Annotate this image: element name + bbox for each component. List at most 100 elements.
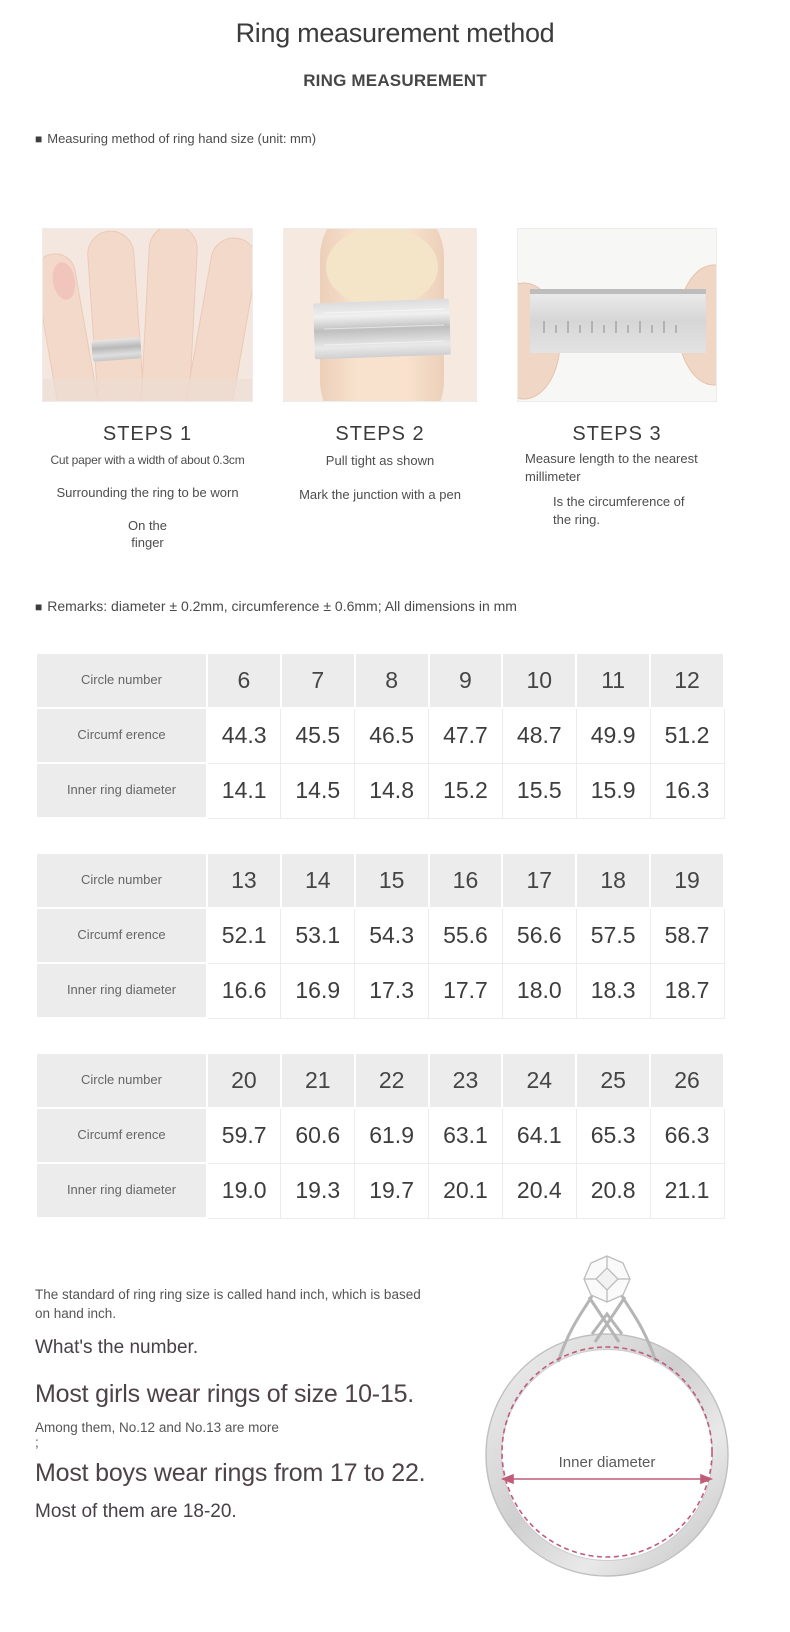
ring-prongs xyxy=(556,1295,658,1363)
inner-diameter-cell: 17.7 xyxy=(428,962,503,1019)
inner-diameter-arrow xyxy=(500,1473,714,1485)
circumference-cell: 56.6 xyxy=(501,907,577,964)
inner-diameter-cell: 14.5 xyxy=(280,762,356,819)
girls-size-note: Most girls wear rings of size 10-15. xyxy=(35,1379,415,1408)
step-2-title: STEPS 2 xyxy=(335,423,425,445)
row-label-cell: Circumf erence xyxy=(35,907,208,964)
standard-note: The standard of ring ring size is called… xyxy=(35,1287,421,1321)
circumference-cell: 63.1 xyxy=(428,1107,503,1164)
circumference-cell: 46.5 xyxy=(354,707,430,764)
size-table-row: Circumf erence 59.7 60.6 61.9 63.1 64.1 65.3 66… xyxy=(35,1107,725,1164)
ring-size-table-1: Circle number 6 7 8 9 10 11 12 Circumf erence 44.… xyxy=(35,652,725,819)
inner-diameter-label: Inner diameter xyxy=(559,1454,656,1471)
inner-diameter-cell: 14.1 xyxy=(206,762,282,819)
circle-number-cell: 18 xyxy=(575,852,652,909)
step-1-line-2: Surrounding the ring to be worn xyxy=(56,485,239,501)
inner-diameter-cell: 19.7 xyxy=(354,1162,430,1219)
circle-number-cell: 12 xyxy=(649,652,725,709)
size-table-row: Circumf erence 44.3 45.5 46.5 47.7 48.7 49.9 51… xyxy=(35,707,725,764)
inner-diameter-cell: 14.8 xyxy=(354,762,430,819)
inner-diameter-cell: 19.0 xyxy=(206,1162,282,1219)
inner-diameter-cell: 15.9 xyxy=(575,762,651,819)
inner-diameter-cell: 15.2 xyxy=(428,762,503,819)
boys-size-note: Most boys wear rings from 17 to 22. xyxy=(35,1458,426,1487)
step-1-line-3: On the finger xyxy=(127,517,168,551)
inner-diameter-dashed-circle xyxy=(501,1346,713,1558)
size-table-row: Inner ring diameter 19.0 19.3 19.7 20.1 20.4 2… xyxy=(35,1162,725,1219)
circle-number-cell: 10 xyxy=(501,652,578,709)
size-table-row: Inner ring diameter 14.1 14.5 14.8 15.2 15.5 1… xyxy=(35,762,725,819)
inner-diameter-cell: 18.3 xyxy=(575,962,651,1019)
circumference-cell: 58.7 xyxy=(649,907,725,964)
size-table-row: Circle number 13 14 15 16 17 18 19 xyxy=(35,852,725,909)
inner-diameter-cell: 20.8 xyxy=(575,1162,651,1219)
circle-number-cell: 11 xyxy=(575,652,652,709)
square-bullet-icon: ■ xyxy=(35,132,43,146)
measuring-strip-illustration xyxy=(518,229,716,401)
circle-number-cell: 22 xyxy=(353,1052,430,1109)
step-2-column: STEPS 2 Pull tight as shown Mark the jun… xyxy=(283,228,477,503)
circumference-cell: 57.5 xyxy=(575,907,651,964)
row-label-cell: Circumf erence xyxy=(35,1107,208,1164)
circumference-cell: 60.6 xyxy=(280,1107,356,1164)
step-1-column: STEPS 1 Cut paper with a width of about … xyxy=(42,228,253,552)
ring-band xyxy=(486,1334,728,1576)
step-3-column: STEPS 3 Measure length to the nearest mi… xyxy=(517,228,717,528)
size-table-row: Circle number 20 21 22 23 24 25 26 xyxy=(35,1052,725,1109)
circle-number-cell: 16 xyxy=(427,852,504,909)
step-3-line-1: Measure length to the nearest millimeter xyxy=(525,451,698,484)
inner-diameter-cell: 20.1 xyxy=(428,1162,503,1219)
step-1-photo xyxy=(42,228,253,402)
ring-size-table-2: Circle number 13 14 15 16 17 18 19 Circumf erenc… xyxy=(35,852,725,1019)
step-3-line-2: Is the circumference of the ring. xyxy=(553,494,685,527)
circumference-cell: 66.3 xyxy=(649,1107,725,1164)
circumference-cell: 51.2 xyxy=(649,707,725,764)
row-label-cell: Circle number xyxy=(35,652,208,709)
row-label-cell: Circle number xyxy=(35,1052,208,1109)
circle-number-cell: 26 xyxy=(649,1052,725,1109)
circle-number-cell: 7 xyxy=(279,652,356,709)
circumference-cell: 65.3 xyxy=(575,1107,651,1164)
step-3-photo xyxy=(517,228,717,402)
size-table-row: Inner ring diameter 16.6 16.9 17.3 17.7 18.0 1… xyxy=(35,962,725,1019)
circumference-cell: 49.9 xyxy=(575,707,651,764)
ring-inner-diameter-diagram: Inner diameter xyxy=(485,1255,729,1577)
step-2-photo xyxy=(283,228,477,402)
row-label-cell: Inner ring diameter xyxy=(35,962,208,1019)
measuring-method-text: Measuring method of ring hand size (unit… xyxy=(47,131,317,146)
page-title: Ring measurement method xyxy=(235,18,555,48)
circumference-cell: 54.3 xyxy=(354,907,430,964)
most-note: Most of them are 18-20. xyxy=(35,1500,237,1522)
circumference-cell: 64.1 xyxy=(501,1107,577,1164)
hand-with-paper-ring-illustration xyxy=(43,229,252,401)
circle-number-cell: 24 xyxy=(501,1052,578,1109)
inner-diameter-cell: 17.3 xyxy=(354,962,430,1019)
circle-number-cell: 8 xyxy=(353,652,430,709)
circle-number-cell: 14 xyxy=(279,852,356,909)
among-note: Among them, No.12 and No.13 are more xyxy=(35,1419,279,1435)
circumference-cell: 59.7 xyxy=(206,1107,282,1164)
measuring-method-label: ■ Measuring method of ring hand size (uni… xyxy=(35,131,316,146)
circumference-cell: 52.1 xyxy=(206,907,282,964)
size-table-row: Circumf erence 52.1 53.1 54.3 55.6 56.6 57.5 58… xyxy=(35,907,725,964)
step-1-line-1: Cut paper with a width of about 0.3cm xyxy=(50,453,245,467)
inner-diameter-cell: 16.9 xyxy=(280,962,356,1019)
footer-text-block: The standard of ring ring size is called… xyxy=(35,1286,490,1523)
circle-number-cell: 23 xyxy=(427,1052,504,1109)
circumference-cell: 61.9 xyxy=(354,1107,430,1164)
circumference-cell: 53.1 xyxy=(280,907,356,964)
circle-number-cell: 25 xyxy=(575,1052,652,1109)
circumference-cell: 44.3 xyxy=(206,707,282,764)
inner-diameter-cell: 20.4 xyxy=(501,1162,577,1219)
step-2-line-1: Pull tight as shown xyxy=(325,453,435,468)
row-label-cell: Inner ring diameter xyxy=(35,1162,208,1219)
step-3-title: STEPS 3 xyxy=(572,423,662,445)
remarks-text: Remarks: diameter ± 0.2mm, circumference… xyxy=(47,598,517,614)
size-table-row: Circle number 6 7 8 9 10 11 12 xyxy=(35,652,725,709)
finger-with-paper-band-illustration xyxy=(284,229,476,401)
circle-number-cell: 17 xyxy=(501,852,578,909)
step-1-title: STEPS 1 xyxy=(102,423,193,445)
semicolon-note: ; xyxy=(35,1434,39,1450)
circle-number-cell: 6 xyxy=(206,652,282,709)
inner-diameter-cell: 15.5 xyxy=(501,762,577,819)
